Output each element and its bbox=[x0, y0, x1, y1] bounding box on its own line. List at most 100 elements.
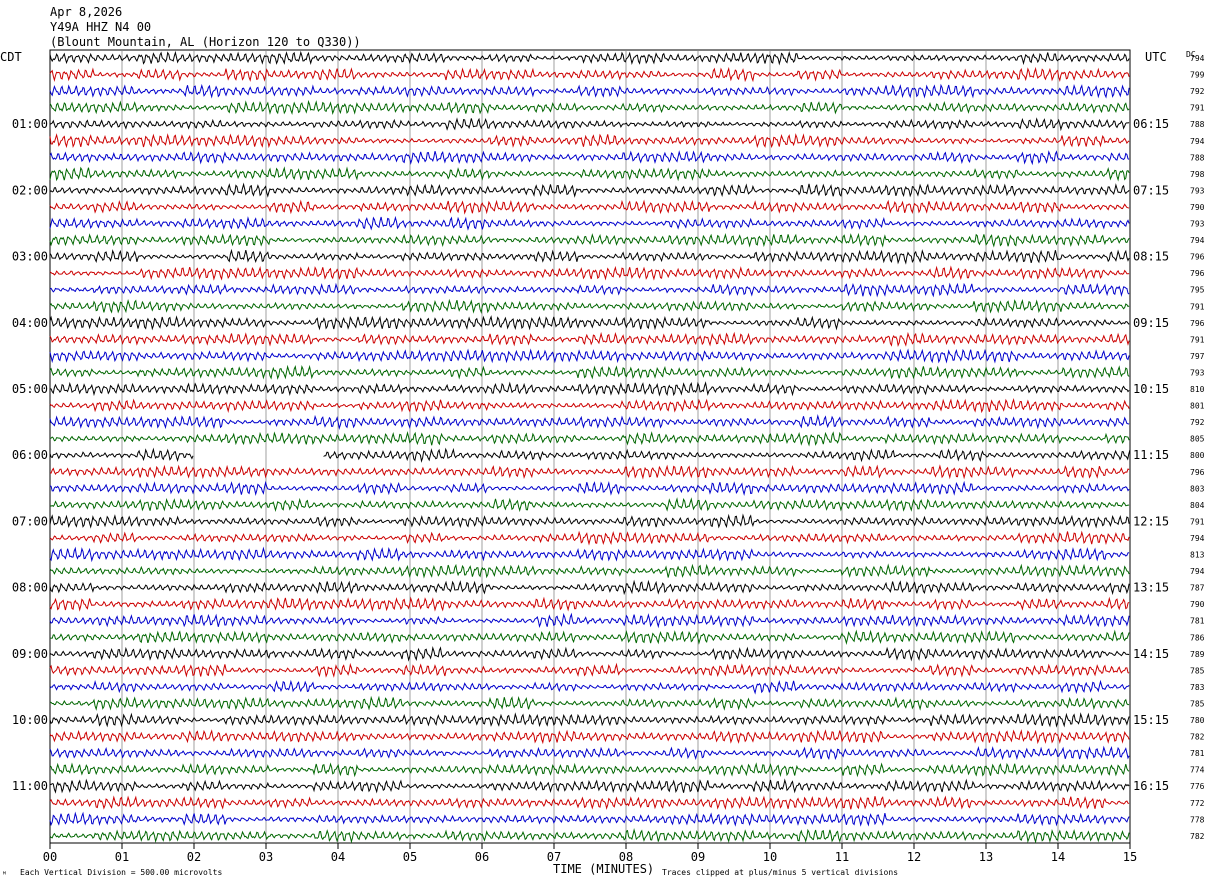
dc-offset-label: 785 bbox=[1190, 699, 1205, 708]
dc-offset-label: 783 bbox=[1190, 683, 1205, 692]
dc-offset-label: 796 bbox=[1190, 468, 1205, 477]
dc-offset-label: 792 bbox=[1190, 418, 1205, 427]
trace-row bbox=[49, 828, 1130, 844]
trace-row bbox=[49, 215, 1130, 231]
dc-offset-label: 778 bbox=[1190, 815, 1205, 824]
cdt-hour-label: 05:00 bbox=[12, 382, 48, 396]
trace-row bbox=[49, 398, 1130, 414]
trace-row bbox=[49, 133, 1130, 149]
x-tick-label: 13 bbox=[979, 850, 993, 864]
trace-row bbox=[49, 745, 1130, 761]
utc-hour-label: 14:15 bbox=[1133, 647, 1169, 661]
dc-offset-label: 801 bbox=[1190, 402, 1205, 411]
dc-offset-label: 776 bbox=[1190, 782, 1205, 791]
trace-row bbox=[49, 497, 1130, 513]
trace-row bbox=[49, 513, 1130, 529]
utc-hour-label: 08:15 bbox=[1133, 250, 1169, 264]
trace-row bbox=[49, 662, 1130, 678]
x-tick-label: 07 bbox=[547, 850, 561, 864]
utc-hour-label: 09:15 bbox=[1133, 316, 1169, 330]
cdt-hour-label: 02:00 bbox=[12, 183, 48, 197]
dc-offset-label: 796 bbox=[1190, 319, 1205, 328]
dc-offset-label: 805 bbox=[1190, 435, 1205, 444]
cdt-hour-label: 09:00 bbox=[12, 647, 48, 661]
dc-offset-label: 803 bbox=[1190, 484, 1205, 493]
dc-offset-label: 791 bbox=[1190, 302, 1205, 311]
x-tick-label: 00 bbox=[43, 850, 57, 864]
x-tick-label: 14 bbox=[1051, 850, 1065, 864]
trace-row bbox=[49, 762, 1130, 778]
x-tick-label: 10 bbox=[763, 850, 777, 864]
dc-offset-label: 782 bbox=[1190, 832, 1205, 841]
x-tick-label: 02 bbox=[187, 850, 201, 864]
seismic-traces bbox=[49, 50, 1131, 844]
dc-offset-label: 772 bbox=[1190, 799, 1205, 808]
trace-row bbox=[49, 811, 1130, 827]
utc-hour-label: 06:15 bbox=[1133, 117, 1169, 131]
trace-row bbox=[49, 117, 1130, 132]
minute-gridlines bbox=[121, 50, 1059, 843]
trace-row bbox=[49, 331, 1130, 347]
dc-offset-label: 785 bbox=[1190, 666, 1205, 675]
dc-offset-label: 797 bbox=[1190, 352, 1205, 361]
cdt-hour-label: 04:00 bbox=[12, 316, 48, 330]
trace-row bbox=[49, 364, 1130, 380]
plot-frame bbox=[49, 49, 1131, 844]
dc-offset-label: 791 bbox=[1190, 104, 1205, 113]
trace-row bbox=[49, 248, 1130, 265]
trace-row bbox=[49, 414, 1130, 431]
trace-row bbox=[49, 381, 1130, 397]
dc-offset-label: 796 bbox=[1190, 253, 1205, 262]
utc-hour-label: 07:15 bbox=[1133, 183, 1169, 197]
trace-row bbox=[49, 646, 1130, 662]
utc-axis-title: UTC bbox=[1145, 50, 1167, 64]
trace-row bbox=[49, 464, 1130, 480]
trace-row bbox=[49, 99, 1130, 116]
x-tick-label: 12 bbox=[907, 850, 921, 864]
dc-offset-label: 788 bbox=[1190, 153, 1205, 162]
trace-row bbox=[49, 629, 1130, 645]
x-tick-label: 05 bbox=[403, 850, 417, 864]
cdt-hour-label: 10:00 bbox=[12, 713, 48, 727]
cdt-hour-label: 08:00 bbox=[12, 581, 48, 595]
x-tick-label: 15 bbox=[1123, 850, 1137, 864]
utc-hour-label: 13:15 bbox=[1133, 581, 1169, 595]
dc-offset-label: 781 bbox=[1190, 617, 1205, 626]
footer-mark-icon: ᴹ bbox=[2, 870, 7, 879]
dc-offset-label: 781 bbox=[1190, 749, 1205, 758]
trace-row bbox=[49, 679, 1130, 695]
station-id: Y49A HHZ N4 00 bbox=[50, 20, 151, 34]
dc-offset-label: 774 bbox=[1190, 766, 1205, 775]
dc-offset-label: 796 bbox=[1190, 269, 1205, 278]
trace-row bbox=[49, 348, 1130, 364]
trace-row bbox=[49, 563, 1130, 579]
x-tick-label: 09 bbox=[691, 850, 705, 864]
dc-offset-label: 794 bbox=[1190, 54, 1205, 63]
x-axis-label: TIME (MINUTES) bbox=[553, 862, 654, 876]
utc-hour-label: 12:15 bbox=[1133, 514, 1169, 528]
trace-row bbox=[49, 182, 1130, 198]
trace-row bbox=[323, 447, 1131, 463]
x-tick-label: 06 bbox=[475, 850, 489, 864]
dc-offset-label: 792 bbox=[1190, 87, 1205, 96]
cdt-hour-label: 06:00 bbox=[12, 448, 48, 462]
scale-note: Each Vertical Division = 500.00 microvol… bbox=[20, 868, 222, 877]
dc-offset-label: 791 bbox=[1190, 517, 1205, 526]
trace-row bbox=[49, 778, 1130, 794]
trace-row bbox=[49, 795, 1130, 810]
dc-offset-label: 787 bbox=[1190, 584, 1205, 593]
trace-row bbox=[49, 480, 1130, 497]
dc-offset-label: 794 bbox=[1190, 567, 1205, 576]
utc-hour-label: 15:15 bbox=[1133, 713, 1169, 727]
dc-offset-label: 788 bbox=[1190, 120, 1205, 129]
x-tick-label: 08 bbox=[619, 850, 633, 864]
dc-offset-labels: 794 799 792 791 788 794 788 798 793 790 793 794 796 7… bbox=[1190, 54, 1205, 841]
dc-offset-label: 790 bbox=[1190, 203, 1205, 212]
dc-offset-label: 780 bbox=[1190, 716, 1205, 725]
cdt-hour-label: 01:00 bbox=[12, 117, 48, 131]
trace-row bbox=[49, 66, 1130, 83]
x-tick-label: 01 bbox=[115, 850, 129, 864]
cdt-axis-title: CDT bbox=[0, 50, 22, 64]
dc-offset-label: 798 bbox=[1190, 170, 1205, 179]
